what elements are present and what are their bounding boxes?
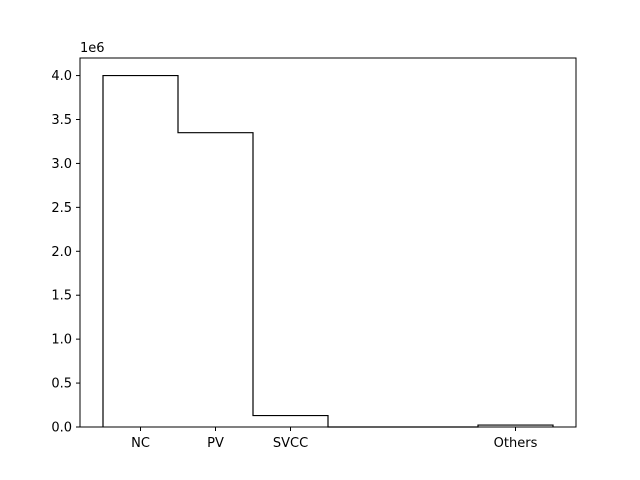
y-offset-label: 1e6	[80, 41, 105, 56]
y-tick-label: 1.0	[51, 333, 72, 348]
x-tick-label-pv: PV	[207, 436, 224, 451]
y-tick-label: 0.5	[51, 377, 72, 392]
y-tick-label: 3.5	[51, 113, 72, 128]
y-tick-label: 2.0	[51, 245, 72, 260]
x-tick-label-others: Others	[494, 436, 538, 451]
y-tick-label: 4.0	[51, 69, 72, 84]
y-tick-label: 3.0	[51, 157, 72, 172]
histogram-step-outline	[102, 74, 554, 428]
x-tick-label-svcc: SVCC	[273, 436, 308, 451]
x-tick-label-nc: NC	[131, 436, 150, 451]
axes-frame	[79, 57, 577, 428]
y-tick-label: 2.5	[51, 201, 72, 216]
plot-area	[102, 74, 554, 428]
x-axis: NC PV SVCC Others	[131, 427, 538, 451]
y-tick-label: 1.5	[51, 289, 72, 304]
y-tick-label: 0.0	[51, 421, 72, 436]
y-axis: 0.0 0.5 1.0 1.5 2.0 2.5 3.0 3.5 4.0	[51, 69, 80, 436]
